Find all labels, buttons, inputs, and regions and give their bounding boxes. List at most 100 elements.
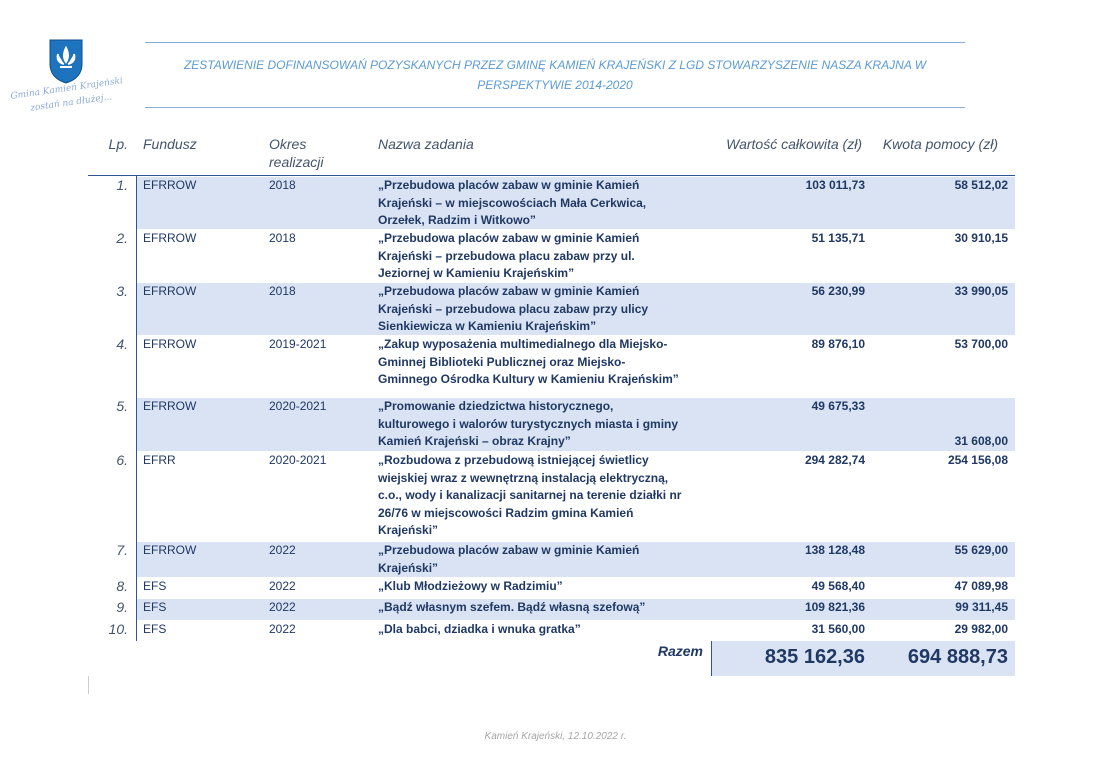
total-value: 56 230,99 [811, 284, 865, 298]
row-shade [137, 542, 1015, 577]
logo-crest [49, 39, 83, 84]
task-name: Krajeński” [378, 523, 439, 537]
row-number: 8. [116, 578, 128, 594]
total-value: 49 675,33 [811, 399, 865, 413]
summary-label: Razem [657, 643, 703, 659]
aid-value: 33 990,05 [954, 284, 1008, 298]
total-value: 109 821,36 [804, 600, 865, 614]
total-value: 49 568,40 [811, 579, 865, 593]
task-name: „Rozbudowa z przebudową istniejącej świe… [378, 453, 649, 467]
task-name: c.o., wody i kanalizacji sanitarnej na t… [378, 488, 682, 502]
task-name: „Przebudowa placów zabaw w gminie Kamień [378, 178, 640, 192]
fund: EFRROW [143, 231, 197, 245]
task-name: wiejskiej wraz z wewnętrzną instalacją e… [378, 470, 669, 485]
row-number: 2. [116, 230, 128, 246]
column-header: Lp. [108, 136, 128, 152]
task-name: Krajeński” [378, 560, 439, 575]
summary-aid: 694 888,73 [907, 646, 1008, 668]
column-header: Fundusz [143, 136, 197, 152]
aid-value: 29 982,00 [954, 622, 1008, 636]
task-name: „Przebudowa placów zabaw w gminie Kamień [378, 543, 640, 557]
row-number: 3. [116, 283, 128, 299]
rule [145, 42, 965, 43]
fund: EFRROW [143, 399, 197, 413]
summary-shade [711, 641, 1015, 676]
row-number: 4. [116, 336, 128, 352]
fund: EFRROW [143, 337, 197, 351]
total-value: 89 876,10 [811, 337, 865, 351]
title: ZESTAWIENIE DOFINANSOWAŃ POZYSKANYCH PRZ… [183, 58, 927, 72]
period: 2018 [269, 178, 296, 192]
fund: EFS [143, 600, 167, 614]
task-name: 26/76 w miejscowości Radzim gmina Kamień [378, 505, 634, 520]
row-number: 6. [116, 452, 128, 468]
total-value: 294 282,74 [804, 453, 865, 467]
aid-value: 53 700,00 [954, 337, 1008, 351]
period: 2020-2021 [269, 399, 327, 413]
task-name: Krajeński – w miejscowościach Mała Cerkw… [378, 195, 647, 210]
column-header: Okres realizacji [269, 136, 324, 170]
column-header: Nazwa zadania [378, 136, 474, 152]
total-value: 138 128,48 [804, 543, 865, 557]
fund: EFRROW [143, 284, 197, 298]
aid-value: 31 608,00 [954, 434, 1008, 448]
summary-total: 835 162,36 [764, 646, 865, 668]
header-rule [88, 175, 1015, 176]
task-name: „Zakup wyposażenia multimedialnego dla M… [378, 337, 668, 351]
total-value: 31 560,00 [811, 622, 865, 636]
row-number: 7. [116, 542, 128, 558]
task-name: Jeziornej w Kamieniu Krajeńskim” [378, 266, 575, 280]
period: 2022 [269, 622, 296, 636]
summary-rule [711, 641, 712, 676]
row-number: 10. [108, 621, 128, 637]
task-name: Gminnej Biblioteki Publicznej oraz Miejs… [378, 354, 626, 369]
aid-value: 254 156,08 [947, 453, 1008, 467]
task-name: „Klub Młodzieżowy w Radzimiu” [378, 579, 563, 593]
edge-mark [88, 676, 89, 694]
task-name: Orzełek, Radzim i Witkowo” [378, 213, 536, 227]
period: 2020-2021 [269, 453, 327, 467]
period: 2022 [269, 579, 296, 593]
aid-value: 58 512,02 [954, 178, 1008, 192]
period: 2019-2021 [269, 337, 327, 351]
aid-value: 47 089,98 [954, 579, 1008, 593]
period: 2018 [269, 231, 296, 245]
row-shade [137, 177, 1015, 229]
task-name: „Dla babci, dziadka i wnuka gratka” [378, 622, 581, 636]
aid-value: 30 910,15 [954, 231, 1008, 245]
period: 2022 [269, 600, 296, 614]
task-name: „Przebudowa placów zabaw w gminie Kamień [378, 284, 640, 298]
period: 2018 [269, 284, 296, 298]
task-name: „Bądź własnym szefem. Bądź własną szefow… [378, 600, 646, 614]
fund: EFS [143, 622, 167, 636]
column-rule [136, 176, 137, 641]
row-shade [137, 599, 1015, 620]
rule [145, 107, 965, 108]
task-name: Gminnego Ośrodka Kultury w Kamieniu Kraj… [378, 372, 679, 386]
task-name: Kamień Krajeński – obraz Krajny” [378, 434, 571, 448]
total-value: 103 011,73 [805, 178, 865, 192]
column-header: Kwota pomocy (zł) [882, 136, 998, 152]
task-name: kulturowego i walorów turystycznych mias… [378, 416, 679, 431]
row-number: 5. [116, 398, 128, 414]
row-shade [137, 283, 1015, 335]
task-name: Krajeński – przebudowa placu zabaw przy … [378, 248, 635, 263]
row-number: 1. [116, 177, 128, 193]
fund: EFRROW [143, 543, 197, 557]
total-value: 51 135,71 [811, 231, 865, 245]
fund: EFRROW [143, 178, 197, 192]
aid-value: 55 629,00 [954, 543, 1008, 557]
fund: EFS [143, 579, 167, 593]
footer: Kamień Krajeński, 12.10.2022 r. [484, 731, 627, 742]
task-name: „Promowanie dziedzictwa historycznego, [378, 399, 614, 413]
column-header: Wartość całkowita (zł) [726, 136, 862, 152]
row-number: 9. [116, 599, 128, 615]
aid-value: 99 311,45 [955, 600, 1008, 614]
fund: EFRR [143, 453, 176, 467]
task-name: Krajeński – przebudowa placu zabaw przy … [378, 301, 649, 316]
task-name: „Przebudowa placów zabaw w gminie Kamień [378, 231, 640, 245]
period: 2022 [269, 543, 296, 557]
task-name: Sienkiewicza w Kamieniu Krajeńskim” [378, 319, 597, 333]
title: PERSPEKTYWIE 2014-2020 [477, 78, 633, 92]
